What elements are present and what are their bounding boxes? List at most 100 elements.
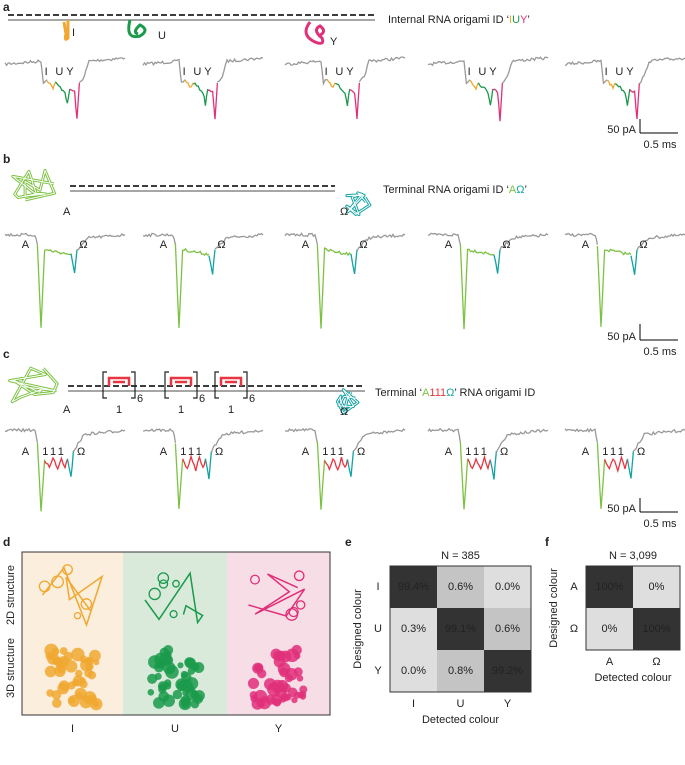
y-axis-label: Designed colour <box>352 589 364 669</box>
structure-2d-loop <box>62 564 73 576</box>
column-label: I <box>412 698 415 710</box>
structure-3d <box>296 675 304 682</box>
structure-2d-loop <box>73 611 82 620</box>
trace-label: U <box>615 66 623 78</box>
structure-3d <box>85 662 94 671</box>
trace-label: A <box>582 239 590 251</box>
row-label: Y <box>374 665 382 677</box>
structure-2d-loop <box>285 608 299 621</box>
title-part: 111 <box>429 387 446 399</box>
panel-label: f <box>545 535 550 549</box>
structure-3d <box>187 667 196 675</box>
structure-2d-loop <box>148 587 161 601</box>
structure-3d <box>172 689 183 700</box>
structure-2d-loop <box>38 580 51 593</box>
trace-label: I <box>468 66 471 78</box>
trace <box>72 429 126 453</box>
trace <box>70 249 78 274</box>
matrix-cell <box>586 566 633 608</box>
trace-label: Ω <box>502 239 510 251</box>
trace <box>633 428 685 452</box>
scale-current: 50 pA <box>607 331 636 343</box>
repeat-count: 6 <box>249 393 255 405</box>
structure-3d <box>71 678 80 687</box>
sample-size: N = 385 <box>441 550 480 562</box>
structure-2d-loop <box>157 572 170 584</box>
trace <box>184 79 194 88</box>
trace <box>36 442 46 512</box>
trace <box>316 244 352 329</box>
trace-label: I <box>183 66 186 78</box>
trace <box>499 233 549 251</box>
trace <box>467 454 492 471</box>
column-label: U <box>457 698 465 710</box>
trace-label: Ω <box>217 239 225 251</box>
matrix-frame <box>585 565 681 651</box>
scale-time: 0.5 ms <box>643 346 677 358</box>
trace-label: 1 <box>473 446 479 458</box>
structure-label: 1 <box>116 404 122 416</box>
structure-3d <box>51 690 62 700</box>
trace <box>208 249 216 275</box>
matrix-cell <box>484 566 531 608</box>
structure-2d <box>144 571 204 625</box>
column-background <box>22 552 123 715</box>
trace <box>217 56 264 83</box>
rna-structure <box>9 367 58 403</box>
panel-frame <box>21 551 331 716</box>
matrix-cell <box>437 608 484 650</box>
trace <box>629 82 641 120</box>
trace-label: U <box>193 66 201 78</box>
trace <box>79 57 126 83</box>
column-label: Y <box>504 698 512 710</box>
structure-2d-loop <box>249 574 261 585</box>
trace-label: 1 <box>330 446 336 458</box>
bracket <box>102 371 136 399</box>
trace-label: 1 <box>618 446 624 458</box>
row-label: 2D structure <box>5 565 17 625</box>
structure-3d <box>57 682 70 695</box>
panel-label: c <box>3 347 10 361</box>
structure-3d <box>193 661 205 674</box>
trace <box>4 59 48 85</box>
rna-structure <box>127 19 147 39</box>
trace <box>69 82 81 119</box>
trace <box>284 232 319 245</box>
structure-3d <box>84 668 93 678</box>
trace <box>596 442 606 509</box>
trace <box>284 427 319 443</box>
matrix-cell <box>390 566 437 608</box>
trace-label: Ω <box>359 239 367 251</box>
trace-label: 1 <box>50 446 56 458</box>
structure-label: A <box>63 206 71 218</box>
trace-label: A <box>445 446 453 458</box>
trace-label: Ω <box>637 446 645 458</box>
trace <box>492 82 504 122</box>
trace <box>142 58 186 83</box>
structure-3d <box>52 698 62 708</box>
cell-value: 0.0% <box>495 581 520 593</box>
title-part: ’ <box>525 184 527 196</box>
structure-2d-loop <box>288 606 299 618</box>
x-axis-label: Detected colour <box>594 672 671 684</box>
structure-3d <box>158 683 167 691</box>
trace <box>427 232 462 245</box>
trace-label: A <box>160 239 168 251</box>
structure-3d <box>184 657 195 668</box>
trace-label: 1 <box>602 446 608 458</box>
structure-3d <box>79 677 86 684</box>
structure-2d-loop <box>172 579 180 588</box>
title-part: A <box>509 184 517 196</box>
title-part: A <box>422 387 430 399</box>
cell-value: 99.4% <box>398 581 429 593</box>
panel-label: e <box>345 535 352 549</box>
trace-label: 1 <box>322 446 328 458</box>
structure-label: U <box>158 30 166 42</box>
trace-label: Ω <box>77 446 85 458</box>
trace <box>54 81 71 104</box>
structure-2d <box>41 566 104 628</box>
trace <box>193 82 209 106</box>
trace-label: A <box>445 239 453 251</box>
panel-label: a <box>3 0 10 14</box>
structure-label: Y <box>330 36 338 48</box>
